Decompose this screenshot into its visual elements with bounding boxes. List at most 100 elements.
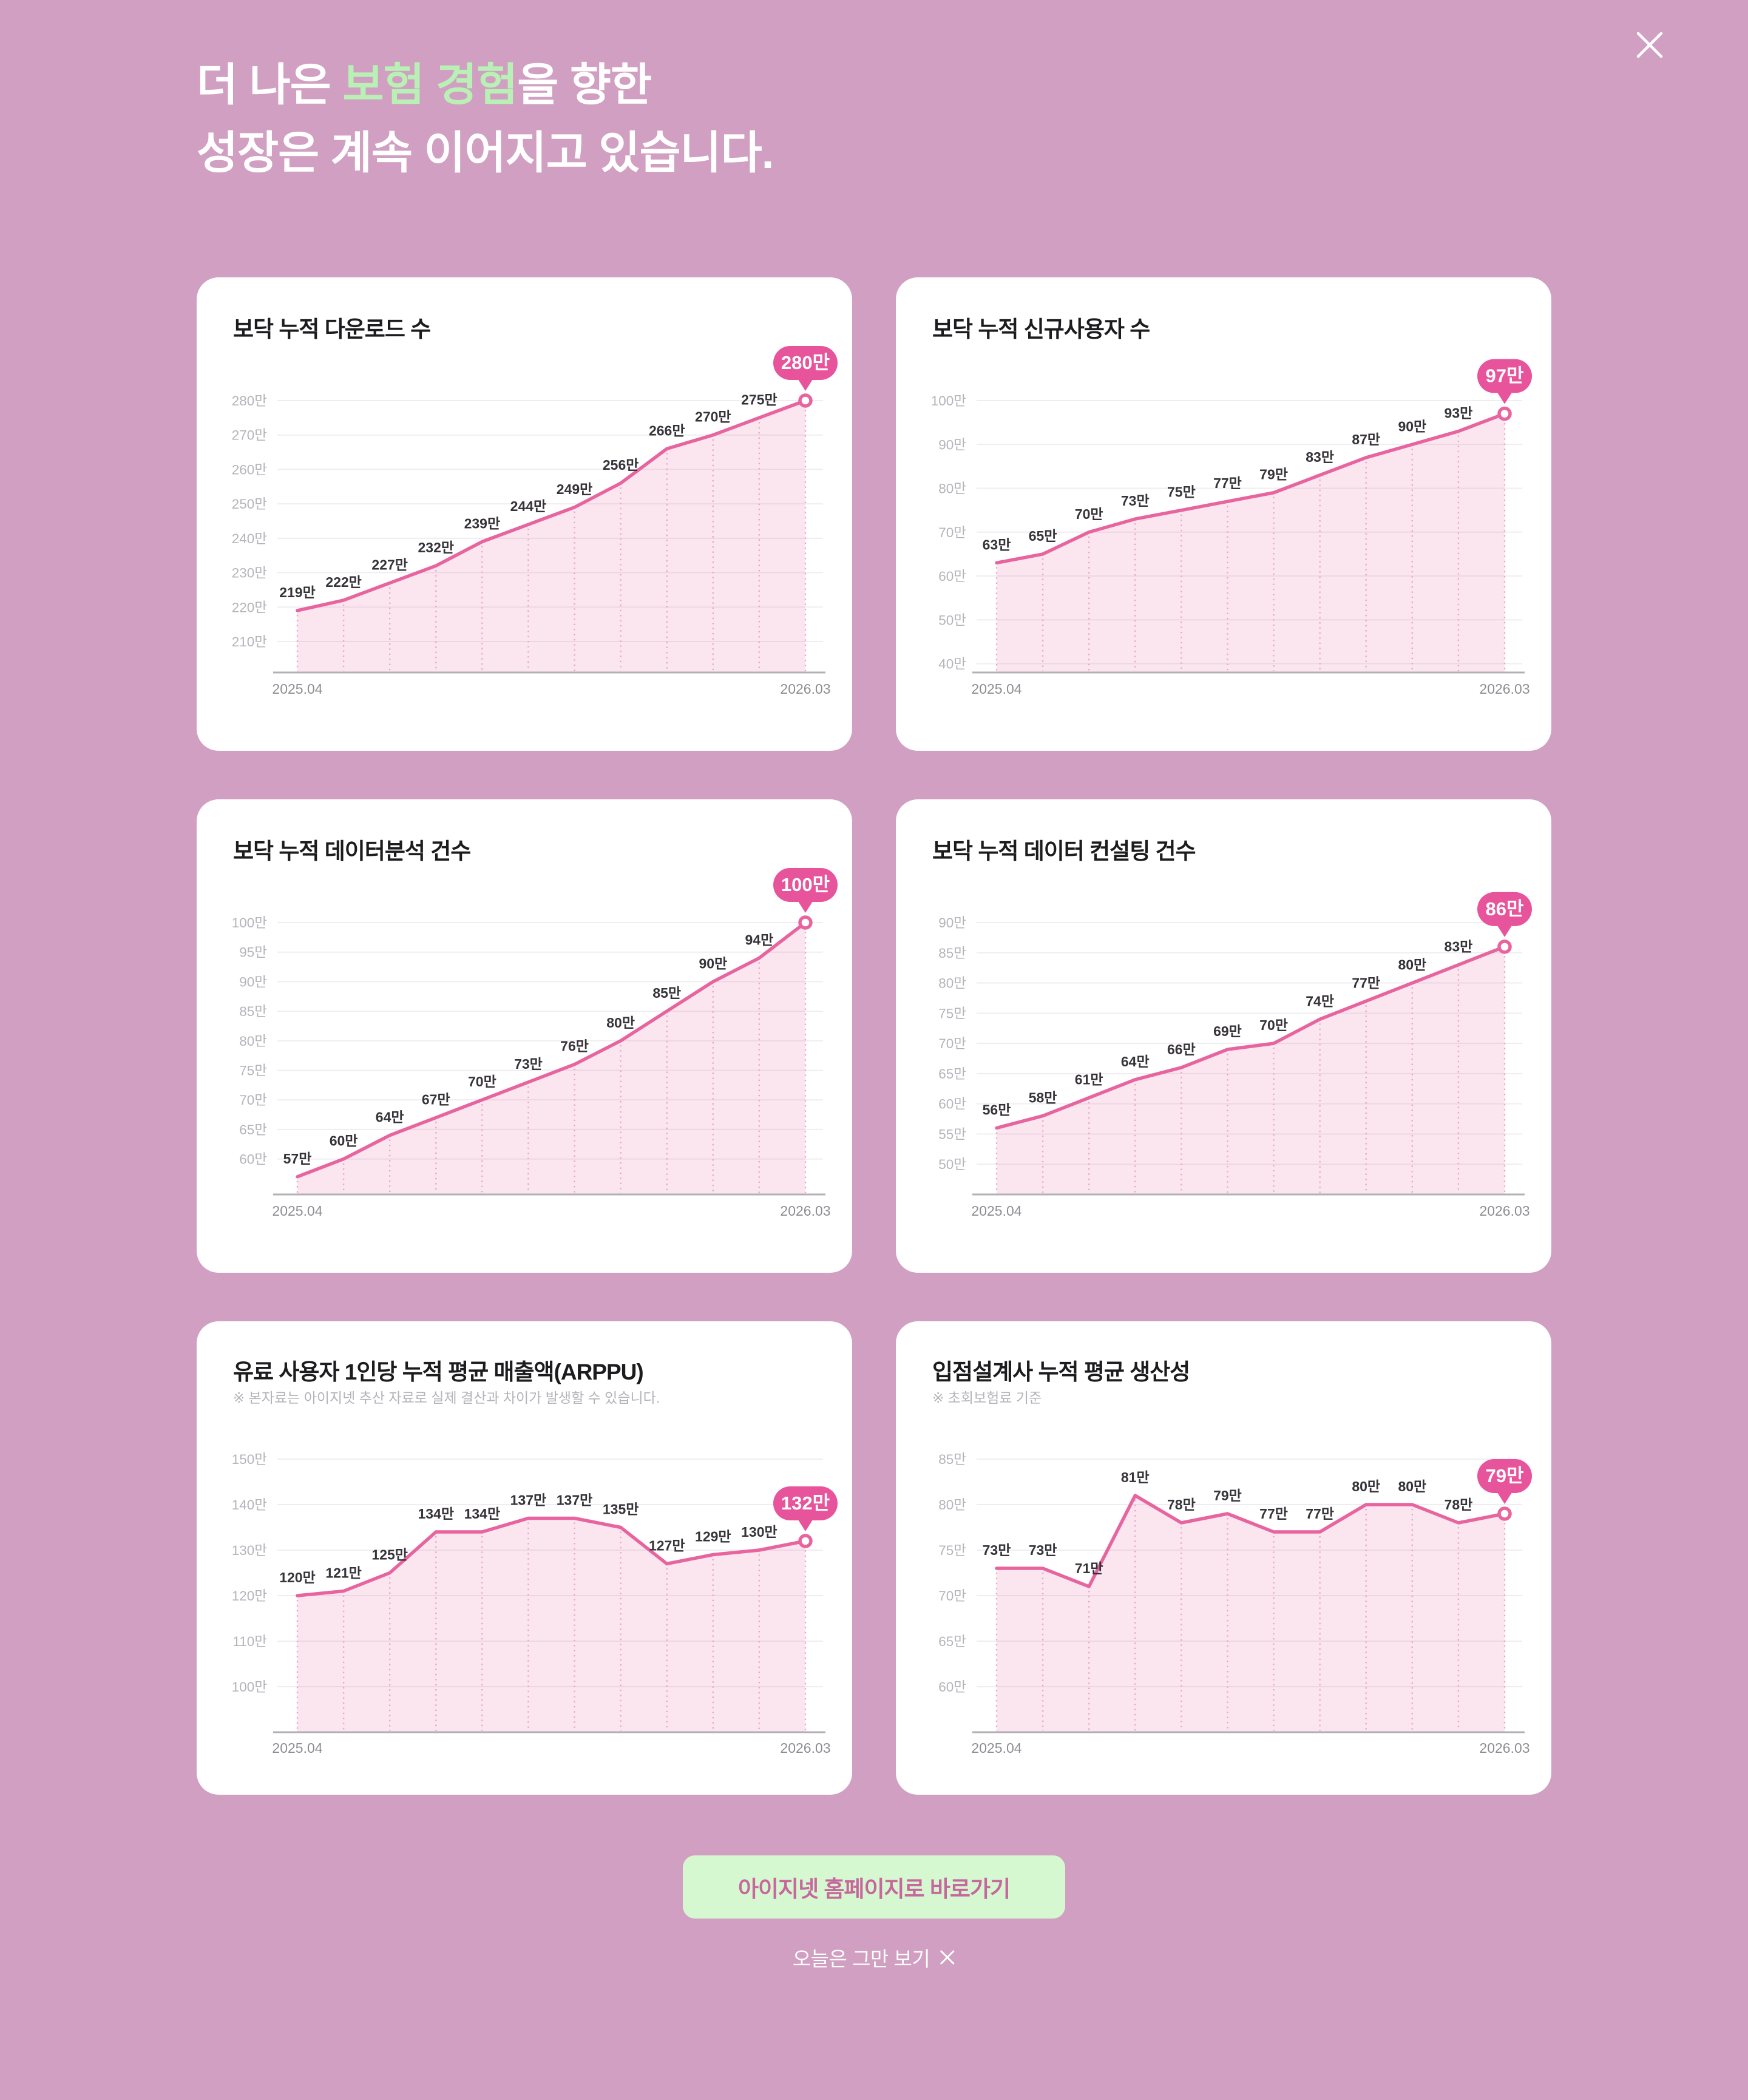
- title-line1-highlight: 보험 경험: [342, 59, 518, 110]
- svg-text:270만: 270만: [695, 409, 731, 425]
- svg-text:140만: 140만: [232, 1497, 267, 1512]
- svg-text:275만: 275만: [741, 391, 777, 407]
- svg-text:2026.03: 2026.03: [1479, 1203, 1529, 1219]
- svg-text:90만: 90만: [938, 915, 966, 930]
- svg-text:70만: 70만: [239, 1092, 267, 1108]
- dismiss-today-button[interactable]: 오늘은 그만 보기: [789, 1942, 959, 1973]
- svg-text:60만: 60만: [938, 1679, 966, 1695]
- svg-text:280만: 280만: [781, 352, 830, 373]
- homepage-cta-button[interactable]: 아이지넷 홈페이지로 바로가기: [683, 1855, 1065, 1919]
- area-chart-downloads: 210만 220만 230만 240만 250만 260만 270만 280만 219만 222만…: [232, 346, 838, 697]
- svg-text:137만: 137만: [557, 1492, 593, 1508]
- svg-text:249만: 249만: [557, 481, 593, 497]
- svg-text:97만: 97만: [1485, 365, 1523, 387]
- svg-text:256만: 256만: [603, 457, 639, 473]
- chart-card-arppu: 유료 사용자 1인당 누적 평균 매출액(ARPPU) ※ 본자료는 아이지넷 …: [197, 1321, 852, 1795]
- svg-text:120만: 120만: [232, 1588, 267, 1604]
- svg-text:73만: 73만: [1029, 1542, 1057, 1558]
- svg-text:64만: 64만: [376, 1109, 404, 1125]
- area-chart-arppu: 100만 110만 120만 130만 140만 150만 120만 121만 125만 134만…: [232, 1452, 838, 1756]
- svg-text:100만: 100만: [232, 915, 267, 930]
- svg-text:50만: 50만: [938, 612, 966, 628]
- svg-text:93만: 93만: [1445, 405, 1473, 421]
- svg-text:127만: 127만: [649, 1538, 685, 1554]
- svg-text:70만: 70만: [938, 525, 966, 540]
- svg-text:232만: 232만: [418, 540, 454, 555]
- svg-text:66만: 66만: [1167, 1042, 1196, 1057]
- svg-text:227만: 227만: [371, 557, 408, 573]
- svg-text:73만: 73만: [514, 1056, 543, 1072]
- svg-text:100만: 100만: [781, 874, 830, 895]
- svg-text:132만: 132만: [781, 1492, 830, 1514]
- svg-text:77만: 77만: [1352, 975, 1380, 991]
- svg-text:70만: 70만: [1259, 1017, 1288, 1033]
- svg-text:60만: 60만: [938, 1097, 966, 1112]
- dismiss-label: 오늘은 그만 보기: [792, 1948, 930, 1970]
- chart-title: 보닥 누적 신규사용자 수: [932, 317, 1150, 342]
- svg-text:2025.04: 2025.04: [971, 1203, 1021, 1219]
- svg-text:266만: 266만: [649, 422, 685, 438]
- svg-text:77만: 77만: [1213, 475, 1242, 491]
- chart-title: 보닥 누적 데이터분석 건수: [233, 839, 471, 864]
- svg-text:73만: 73만: [983, 1542, 1011, 1558]
- svg-text:55만: 55만: [938, 1126, 966, 1142]
- area-chart-data-analysis: 60만 65만 70만 75만 80만 85만 90만 95만 100만 57만 60만 64만 67만…: [232, 868, 838, 1219]
- svg-text:2026.03: 2026.03: [780, 1203, 830, 1219]
- svg-text:56만: 56만: [983, 1102, 1011, 1117]
- chart-card-data-analysis: 보닥 누적 데이터분석 건수 60만 65만 70만 75만 80만 85만 90만 95만 1…: [197, 799, 852, 1273]
- svg-text:2026.03: 2026.03: [1479, 1740, 1529, 1756]
- svg-text:63만: 63만: [983, 537, 1011, 552]
- svg-text:121만: 121만: [325, 1565, 362, 1581]
- svg-text:130만: 130만: [741, 1524, 777, 1540]
- svg-text:260만: 260만: [232, 462, 267, 477]
- svg-text:75만: 75만: [938, 1543, 966, 1558]
- svg-text:239만: 239만: [464, 516, 501, 532]
- svg-text:79만: 79만: [1485, 1465, 1523, 1486]
- svg-text:2025.04: 2025.04: [971, 681, 1021, 697]
- svg-text:220만: 220만: [232, 600, 267, 615]
- svg-text:85만: 85만: [652, 985, 681, 1001]
- svg-text:2026.03: 2026.03: [1479, 681, 1529, 697]
- svg-text:110만: 110만: [232, 1634, 267, 1649]
- chart-card-data-consulting: 보닥 누적 데이터 컨설팅 건수 50만 55만 60만 65만 70만 75만 80만 85…: [896, 799, 1551, 1273]
- svg-text:70만: 70만: [938, 1036, 966, 1051]
- chart-subtitle: ※ 초회보험료 기준: [932, 1390, 1042, 1406]
- svg-text:87만: 87만: [1352, 432, 1380, 447]
- svg-text:100만: 100만: [931, 393, 966, 408]
- svg-text:65만: 65만: [938, 1634, 966, 1649]
- svg-text:61만: 61만: [1075, 1072, 1103, 1088]
- svg-text:65만: 65만: [239, 1122, 267, 1137]
- area-chart-data-consulting: 50만 55만 60만 65만 70만 75만 80만 85만 90만 56만 58만 61만 64만 6…: [938, 892, 1532, 1219]
- svg-text:85만: 85만: [239, 1004, 267, 1019]
- chart-card-new-users: 보닥 누적 신규사용자 수 40만 50만 60만 70만 80만 90만 100만 63만 6…: [896, 277, 1551, 751]
- close-icon[interactable]: [1635, 30, 1664, 59]
- svg-text:83만: 83만: [1445, 939, 1473, 955]
- svg-text:85만: 85만: [938, 946, 966, 961]
- svg-text:250만: 250만: [232, 496, 267, 512]
- svg-text:90만: 90만: [239, 974, 267, 989]
- svg-text:65만: 65만: [1029, 528, 1057, 544]
- svg-text:90만: 90만: [938, 437, 966, 452]
- chart-subtitle: ※ 본자료는 아이지넷 추산 자료로 실제 결산과 차이가 발생할 수 있습니다…: [233, 1390, 660, 1406]
- svg-text:230만: 230만: [232, 566, 267, 581]
- svg-text:81만: 81만: [1121, 1469, 1150, 1485]
- svg-text:244만: 244만: [510, 498, 547, 514]
- title-line1-post: 을 향한: [517, 59, 652, 110]
- title-line2: 성장은 계속 이어지고 있습니다.: [197, 127, 774, 178]
- svg-text:80만: 80만: [239, 1034, 267, 1049]
- svg-text:79만: 79만: [1213, 1488, 1242, 1503]
- svg-text:280만: 280만: [232, 393, 267, 408]
- svg-text:80만: 80만: [938, 1497, 966, 1512]
- svg-text:74만: 74만: [1306, 993, 1334, 1009]
- svg-text:86만: 86만: [1485, 898, 1523, 920]
- area-chart-new-users: 40만 50만 60만 70만 80만 90만 100만 63만 65만 70만 73만 75만 77만…: [931, 359, 1532, 697]
- chart-title: 보닥 누적 데이터 컨설팅 건수: [932, 839, 1196, 864]
- svg-text:90만: 90만: [1398, 418, 1426, 434]
- svg-text:134만: 134만: [418, 1506, 454, 1522]
- svg-text:69만: 69만: [1213, 1023, 1242, 1039]
- svg-text:134만: 134만: [464, 1506, 501, 1522]
- svg-text:70만: 70만: [938, 1588, 966, 1604]
- svg-text:2026.03: 2026.03: [780, 681, 830, 697]
- svg-text:58만: 58만: [1029, 1090, 1057, 1106]
- svg-text:240만: 240만: [232, 531, 267, 546]
